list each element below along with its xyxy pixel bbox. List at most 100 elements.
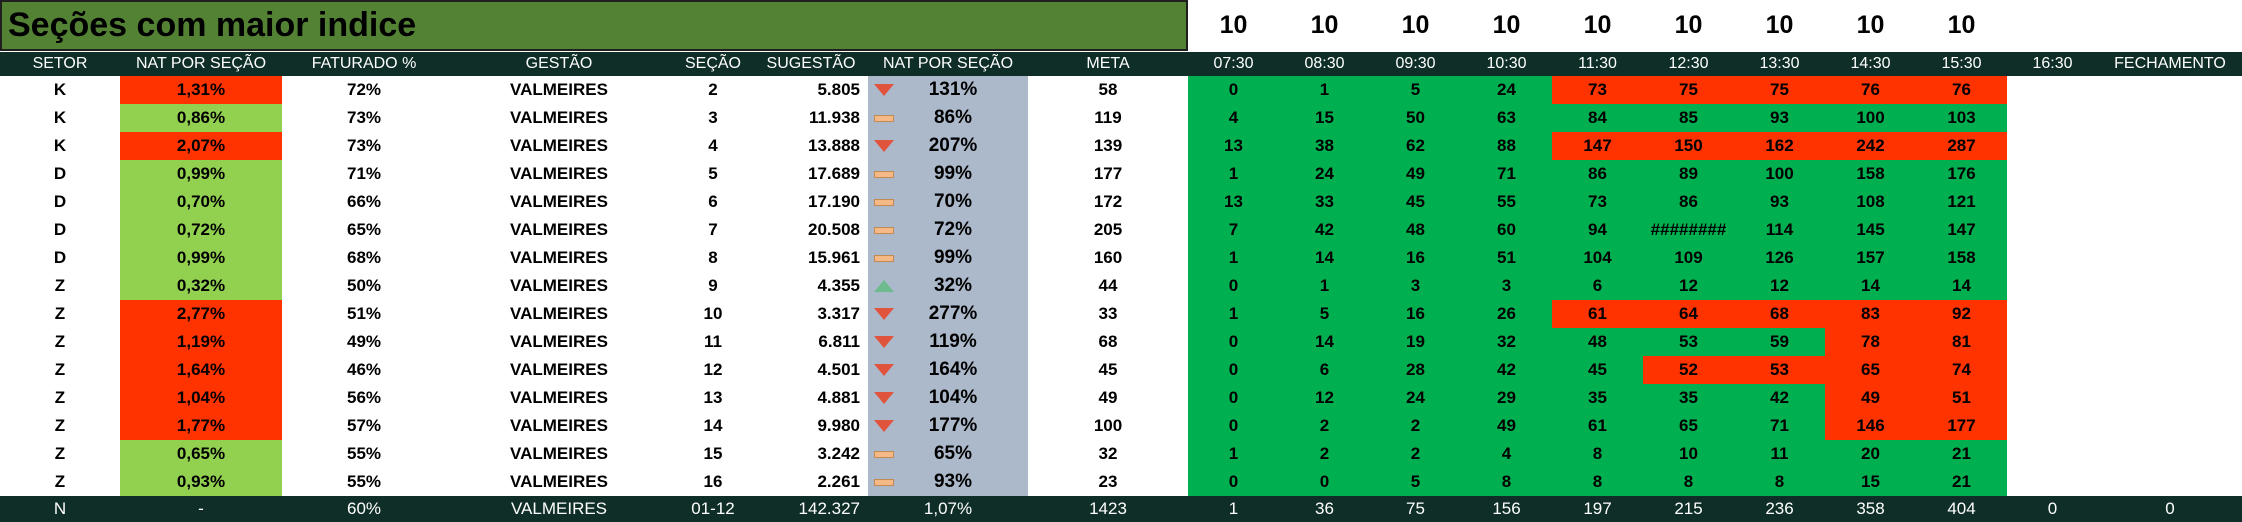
hour-cell[interactable]: 176 bbox=[1916, 160, 2007, 188]
sugestao-cell[interactable]: 11.938 bbox=[808, 108, 860, 127]
secao-cell[interactable]: 15 bbox=[703, 444, 723, 463]
hour-cell[interactable]: 28 bbox=[1370, 356, 1461, 384]
sugestao-cell[interactable]: 4.881 bbox=[817, 388, 860, 407]
hour-cell[interactable]: 242 bbox=[1825, 132, 1916, 160]
hour-cell[interactable]: 85 bbox=[1643, 104, 1734, 132]
hour-cell[interactable]: 1 bbox=[1279, 76, 1370, 104]
hour-cell[interactable]: 1 bbox=[1188, 440, 1279, 468]
nat2-cell[interactable]: 277% bbox=[868, 300, 1028, 328]
secao-cell[interactable]: 11 bbox=[704, 332, 722, 351]
hour-cell[interactable]: 89 bbox=[1643, 160, 1734, 188]
hour-cell[interactable]: 65 bbox=[1643, 412, 1734, 440]
sugestao-cell[interactable]: 4.501 bbox=[817, 360, 860, 379]
gestao-cell[interactable]: VALMEIRES bbox=[510, 248, 608, 267]
sugestao-cell[interactable]: 3.317 bbox=[817, 304, 860, 323]
hour-cell[interactable]: 83 bbox=[1825, 300, 1916, 328]
sheet-title[interactable]: Seções com maior indice bbox=[0, 0, 1188, 51]
hour-cell[interactable]: 93 bbox=[1734, 104, 1825, 132]
hour-cell[interactable]: 73 bbox=[1552, 76, 1643, 104]
faturado-cell[interactable]: 46% bbox=[346, 360, 382, 379]
total-faturado[interactable]: 60% bbox=[346, 499, 382, 518]
hour-cell[interactable]: 5 bbox=[1370, 76, 1461, 104]
hour-cell[interactable]: 157 bbox=[1825, 244, 1916, 272]
hour-cell[interactable]: 14 bbox=[1279, 328, 1370, 356]
hour-cell[interactable]: 19 bbox=[1370, 328, 1461, 356]
faturado-cell[interactable]: 72% bbox=[346, 80, 382, 99]
hour-cell[interactable]: 21 bbox=[1916, 468, 2007, 496]
nat-cell[interactable]: 2,77% bbox=[120, 300, 282, 328]
hour-cell[interactable]: 88 bbox=[1461, 132, 1552, 160]
header-secao[interactable]: SEÇÃO bbox=[684, 55, 741, 72]
hour-cell[interactable]: 14 bbox=[1279, 244, 1370, 272]
hour-cell[interactable]: 8 bbox=[1552, 440, 1643, 468]
hour-cell[interactable]: 146 bbox=[1825, 412, 1916, 440]
slot-top-value[interactable]: 10 bbox=[1310, 11, 1339, 39]
hour-cell[interactable]: 147 bbox=[1916, 216, 2007, 244]
hour-cell[interactable]: 45 bbox=[1552, 356, 1643, 384]
hour-cell[interactable]: 287 bbox=[1916, 132, 2007, 160]
secao-cell[interactable]: 8 bbox=[708, 248, 718, 267]
hour-cell[interactable]: 0 bbox=[1188, 412, 1279, 440]
hour-cell[interactable]: 121 bbox=[1916, 188, 2007, 216]
nat2-cell[interactable]: 65% bbox=[868, 440, 1028, 468]
hour-cell[interactable]: 13 bbox=[1188, 188, 1279, 216]
header-time-1430[interactable]: 14:30 bbox=[1850, 55, 1891, 72]
hour-cell[interactable]: 12 bbox=[1643, 272, 1734, 300]
hour-cell[interactable]: 8 bbox=[1461, 468, 1552, 496]
sugestao-cell[interactable]: 4.355 bbox=[817, 276, 860, 295]
meta-cell[interactable]: 177 bbox=[1093, 164, 1123, 183]
hour-cell[interactable]: 75 bbox=[1643, 76, 1734, 104]
setor-cell[interactable]: D bbox=[53, 220, 67, 239]
nat-cell[interactable]: 1,19% bbox=[120, 328, 282, 356]
header-faturado[interactable]: FATURADO % bbox=[311, 55, 417, 72]
setor-cell[interactable]: D bbox=[53, 164, 67, 183]
slot-top-value[interactable]: 10 bbox=[1492, 11, 1521, 39]
hour-cell[interactable]: 7 bbox=[1188, 216, 1279, 244]
gestao-cell[interactable]: VALMEIRES bbox=[510, 332, 608, 351]
hour-cell[interactable]: 16 bbox=[1370, 244, 1461, 272]
faturado-cell[interactable]: 68% bbox=[346, 248, 382, 267]
sugestao-cell[interactable]: 3.242 bbox=[817, 444, 860, 463]
sugestao-cell[interactable]: 9.980 bbox=[817, 416, 860, 435]
meta-cell[interactable]: 23 bbox=[1098, 472, 1118, 491]
hour-cell[interactable]: 0 bbox=[1188, 384, 1279, 412]
hour-cell[interactable]: 61 bbox=[1552, 300, 1643, 328]
total-hour-cell[interactable]: 75 bbox=[1406, 499, 1425, 518]
hour-cell[interactable]: ######## bbox=[1643, 216, 1734, 244]
hour-cell[interactable]: 20 bbox=[1825, 440, 1916, 468]
gestao-cell[interactable]: VALMEIRES bbox=[510, 444, 608, 463]
header-gestao[interactable]: GESTÃO bbox=[525, 55, 593, 72]
hour-cell[interactable]: 2 bbox=[1279, 412, 1370, 440]
meta-cell[interactable]: 33 bbox=[1098, 304, 1118, 323]
meta-cell[interactable]: 160 bbox=[1093, 248, 1123, 267]
hour-cell[interactable]: 26 bbox=[1461, 300, 1552, 328]
slot-top-value[interactable]: 10 bbox=[1765, 11, 1794, 39]
hour-cell[interactable]: 100 bbox=[1825, 104, 1916, 132]
header-sugestao[interactable]: SUGESTÃO bbox=[766, 55, 856, 72]
hour-cell[interactable]: 71 bbox=[1461, 160, 1552, 188]
meta-cell[interactable]: 68 bbox=[1098, 332, 1118, 351]
hour-cell[interactable]: 65 bbox=[1825, 356, 1916, 384]
setor-cell[interactable]: D bbox=[53, 192, 67, 211]
header-time-1530[interactable]: 15:30 bbox=[1941, 55, 1982, 72]
hour-cell[interactable]: 76 bbox=[1825, 76, 1916, 104]
sugestao-cell[interactable]: 20.508 bbox=[808, 220, 860, 239]
meta-cell[interactable]: 44 bbox=[1098, 276, 1118, 295]
hour-cell[interactable]: 45 bbox=[1370, 188, 1461, 216]
sugestao-cell[interactable]: 13.888 bbox=[808, 136, 860, 155]
hour-cell[interactable]: 51 bbox=[1916, 384, 2007, 412]
gestao-cell[interactable]: VALMEIRES bbox=[510, 304, 608, 323]
secao-cell[interactable]: 12 bbox=[703, 360, 723, 379]
gestao-cell[interactable]: VALMEIRES bbox=[510, 220, 608, 239]
gestao-cell[interactable]: VALMEIRES bbox=[510, 472, 608, 491]
setor-cell[interactable]: Z bbox=[54, 444, 66, 463]
secao-cell[interactable]: 6 bbox=[708, 192, 718, 211]
setor-cell[interactable]: Z bbox=[54, 276, 66, 295]
secao-cell[interactable]: 4 bbox=[708, 136, 718, 155]
secao-cell[interactable]: 3 bbox=[708, 108, 718, 127]
hour-cell[interactable]: 0 bbox=[1188, 468, 1279, 496]
hour-cell[interactable]: 48 bbox=[1370, 216, 1461, 244]
total-sugestao[interactable]: 142.327 bbox=[798, 499, 860, 518]
hour-cell[interactable]: 6 bbox=[1279, 356, 1370, 384]
hour-cell[interactable]: 14 bbox=[1825, 272, 1916, 300]
